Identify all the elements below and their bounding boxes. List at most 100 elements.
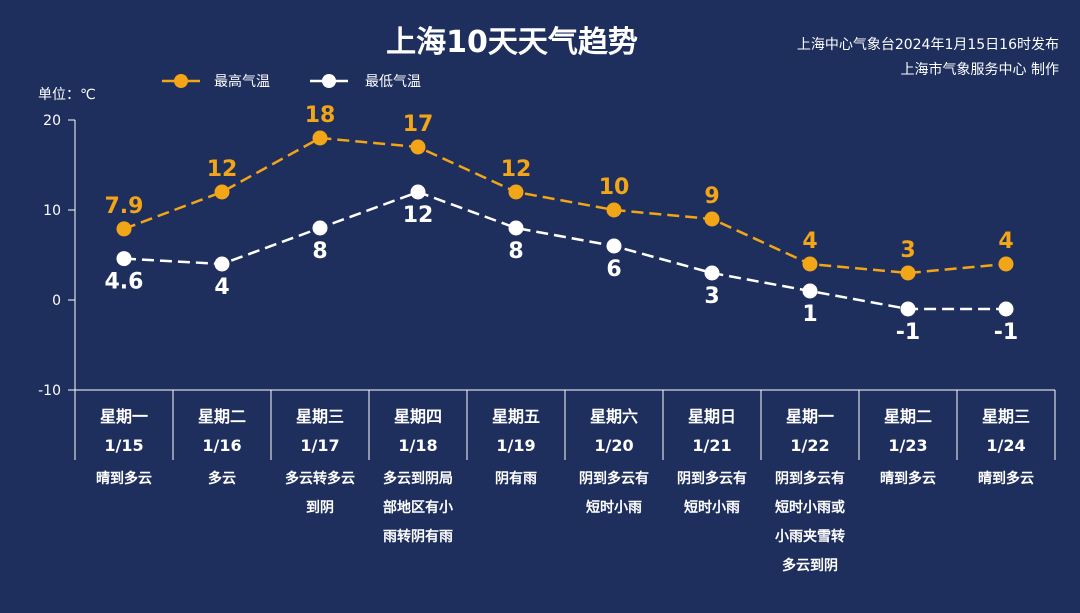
- day-weather-line: 阴有雨: [495, 470, 537, 487]
- legend-low-label: 最低气温: [365, 74, 421, 90]
- high-temp-point: [410, 139, 426, 155]
- day-weather-line: 雨转阴有雨: [383, 528, 453, 545]
- low-temp-label: 6: [606, 257, 621, 282]
- series-points: [116, 130, 1014, 317]
- page-title: 上海10天天气趋势: [386, 25, 638, 60]
- low-temp-line: [123, 190, 1006, 311]
- legend-high: 最高气温: [162, 73, 270, 90]
- high-temp-label: 10: [599, 175, 630, 200]
- low-temp-point: [312, 220, 328, 236]
- day-weekday: 星期三: [296, 407, 344, 426]
- high-temp-point: [704, 211, 720, 227]
- legend-high-marker: [174, 74, 188, 88]
- day-weather-line: 阴到多云有: [677, 470, 747, 487]
- high-temp-label: 4: [802, 229, 817, 254]
- day-weather-line: 多云: [208, 470, 236, 487]
- high-temp-point: [998, 256, 1014, 272]
- low-temp-label: 3: [704, 284, 719, 309]
- day-date: 1/20: [594, 436, 633, 455]
- low-temp-point: [704, 265, 720, 281]
- day-weekday: 星期二: [884, 407, 932, 426]
- low-temp-label: -1: [896, 320, 920, 345]
- high-temp-point: [900, 265, 916, 281]
- y-tick-label: 10: [43, 203, 61, 219]
- day-date: 1/23: [888, 436, 927, 455]
- day-weekday: 星期二: [198, 407, 246, 426]
- day-weekday: 星期三: [982, 407, 1030, 426]
- low-temp-point: [998, 301, 1014, 317]
- low-temp-point: [508, 220, 524, 236]
- high-temp-label: 18: [305, 103, 336, 128]
- high-temp-label: 12: [207, 157, 238, 182]
- day-weekday: 星期五: [492, 407, 540, 426]
- day-weekday: 星期一: [786, 407, 834, 426]
- day-date: 1/17: [300, 436, 339, 455]
- y-tick-label: 0: [52, 293, 61, 309]
- legend-high-label: 最高气温: [214, 73, 270, 90]
- day-weather-line: 到阴: [306, 500, 334, 516]
- low-temp-label: -1: [994, 320, 1018, 345]
- y-tick-label: -10: [38, 383, 61, 399]
- unit-label: 单位：℃: [38, 87, 96, 103]
- legend: 最高气温 最低气温: [162, 73, 421, 90]
- day-weather-line: 短时小雨或: [775, 499, 845, 516]
- publish-info: 上海中心气象台2024年1月15日16时发布: [797, 37, 1059, 53]
- day-weekday: 星期一: [100, 407, 148, 426]
- day-weather-line: 晴到多云: [96, 470, 152, 487]
- day-weather-line: 小雨夹雪转: [775, 528, 845, 545]
- day-weather-line: 多云转多云: [285, 470, 355, 487]
- high-temp-label: 17: [403, 112, 434, 137]
- day-weather-line: 阴到多云有: [775, 470, 845, 487]
- high-temp-point: [312, 130, 328, 146]
- low-temp-point: [606, 238, 622, 254]
- day-weather-line: 阴到多云有: [579, 470, 649, 487]
- day-date: 1/19: [496, 436, 535, 455]
- high-temp-point: [606, 202, 622, 218]
- high-temp-label: 9: [704, 184, 719, 209]
- day-date: 1/15: [104, 436, 143, 455]
- day-weekday: 星期四: [394, 407, 442, 426]
- day-weather-line: 晴到多云: [880, 470, 936, 487]
- day-weather-line: 晴到多云: [978, 470, 1034, 487]
- legend-low-marker: [322, 74, 336, 88]
- day-weekday: 星期六: [590, 407, 638, 426]
- axes: [74, 120, 1056, 460]
- low-temp-point: [116, 251, 132, 267]
- value-labels: 7.9 12 18 17 12 10 9 4 3 4 4.6 4 8 12 8 6 3 1 -1 -1: [105, 103, 1019, 345]
- y-tick-label: 20: [43, 113, 61, 129]
- day-weather-line: 短时小雨: [684, 499, 740, 516]
- high-temp-label: 7.9: [105, 194, 144, 219]
- day-date: 1/21: [692, 436, 731, 455]
- low-temp-label: 4: [214, 275, 229, 300]
- high-temp-label: 3: [900, 238, 915, 263]
- series-lines: [123, 136, 1007, 311]
- high-temp-point: [802, 256, 818, 272]
- day-date: 1/18: [398, 436, 437, 455]
- high-temp-line: [123, 136, 1007, 275]
- day-weather-line: 部地区有小: [383, 499, 453, 516]
- high-temp-point: [508, 184, 524, 200]
- day-date: 1/22: [790, 436, 829, 455]
- high-temp-label: 4: [998, 229, 1013, 254]
- day-weather-line: 多云到阴: [782, 557, 838, 574]
- low-temp-label: 12: [403, 203, 434, 228]
- low-temp-point: [214, 256, 230, 272]
- high-temp-label: 12: [501, 157, 532, 182]
- low-temp-label: 8: [312, 239, 327, 264]
- low-temp-label: 1: [802, 302, 817, 327]
- low-temp-label: 4.6: [105, 270, 144, 295]
- low-temp-point: [410, 184, 426, 200]
- y-ticks: 20 10 0 -10: [38, 113, 75, 399]
- legend-low: 最低气温: [310, 74, 421, 90]
- low-temp-point: [900, 301, 916, 317]
- high-temp-point: [116, 221, 132, 237]
- producer-info: 上海市气象服务中心 制作: [901, 61, 1059, 78]
- low-temp-label: 8: [508, 239, 523, 264]
- day-date: 1/16: [202, 436, 241, 455]
- day-weather-line: 多云到阴局: [383, 470, 453, 487]
- day-weather-line: 短时小雨: [586, 499, 642, 516]
- low-temp-point: [802, 283, 818, 299]
- high-temp-point: [214, 184, 230, 200]
